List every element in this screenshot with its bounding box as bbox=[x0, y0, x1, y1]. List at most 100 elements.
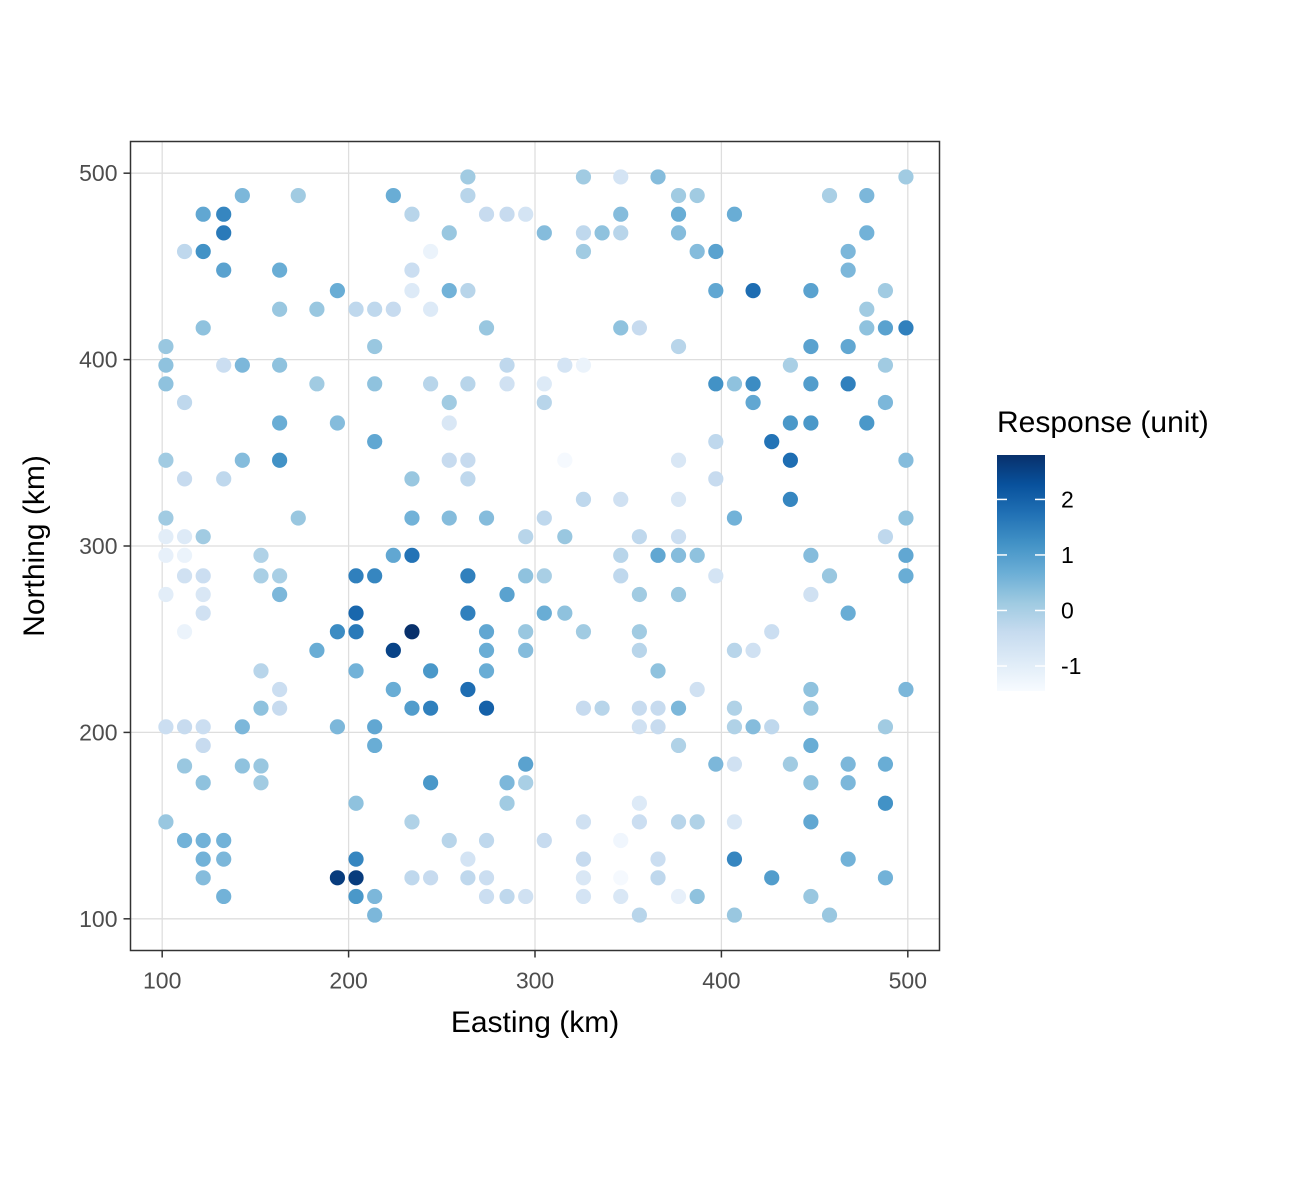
data-point bbox=[423, 870, 439, 886]
data-point bbox=[329, 624, 346, 640]
data-point bbox=[631, 320, 647, 336]
y-tick-label: 400 bbox=[79, 347, 117, 373]
data-point bbox=[460, 568, 476, 584]
data-point bbox=[158, 529, 174, 545]
data-point bbox=[348, 795, 364, 811]
data-point bbox=[272, 681, 288, 698]
data-point bbox=[726, 907, 743, 923]
data-point bbox=[216, 471, 232, 487]
data-point bbox=[726, 510, 743, 526]
data-point bbox=[348, 663, 364, 679]
data-point bbox=[195, 605, 211, 621]
data-point bbox=[782, 452, 798, 468]
data-point bbox=[764, 719, 780, 735]
data-point bbox=[460, 187, 476, 204]
data-point bbox=[176, 471, 193, 487]
data-point bbox=[877, 870, 894, 886]
data-point bbox=[176, 547, 193, 563]
data-point bbox=[877, 320, 894, 336]
data-point bbox=[158, 452, 174, 468]
data-point bbox=[708, 568, 724, 584]
data-point bbox=[650, 169, 666, 185]
data-point bbox=[745, 642, 761, 658]
legend-tick-label: 0 bbox=[1061, 597, 1074, 623]
data-point bbox=[670, 529, 687, 545]
data-point bbox=[216, 262, 232, 278]
data-point bbox=[536, 605, 552, 621]
data-point bbox=[385, 547, 401, 563]
data-point bbox=[803, 415, 819, 431]
data-point bbox=[613, 206, 629, 222]
data-point bbox=[216, 851, 232, 867]
data-point bbox=[726, 851, 743, 867]
data-point bbox=[460, 851, 476, 867]
data-point bbox=[404, 283, 420, 299]
data-point bbox=[840, 338, 856, 355]
data-point bbox=[859, 415, 875, 431]
grid-lines bbox=[130, 141, 940, 951]
data-point bbox=[234, 357, 250, 373]
data-point bbox=[329, 719, 346, 735]
data-point bbox=[460, 471, 476, 487]
x-tick-label: 100 bbox=[143, 968, 181, 994]
data-point bbox=[840, 243, 856, 260]
data-point bbox=[650, 663, 666, 679]
data-point bbox=[670, 187, 687, 204]
data-point bbox=[726, 700, 743, 716]
data-point bbox=[272, 262, 288, 278]
data-point bbox=[575, 357, 592, 373]
data-point bbox=[499, 888, 515, 905]
data-point bbox=[898, 169, 914, 185]
data-point bbox=[594, 225, 610, 241]
data-point bbox=[478, 320, 495, 336]
data-point bbox=[367, 907, 383, 923]
data-point bbox=[631, 529, 647, 545]
data-point bbox=[478, 700, 495, 716]
data-point bbox=[536, 832, 552, 849]
data-point bbox=[821, 187, 838, 204]
data-point bbox=[840, 376, 856, 392]
data-point bbox=[195, 832, 211, 849]
x-tick-label: 200 bbox=[329, 968, 367, 994]
data-point bbox=[575, 888, 592, 905]
data-point bbox=[272, 301, 288, 317]
data-point bbox=[367, 568, 383, 584]
data-point bbox=[898, 320, 914, 336]
data-point bbox=[670, 491, 687, 507]
data-point bbox=[404, 624, 420, 640]
data-point bbox=[803, 737, 819, 754]
data-point bbox=[423, 663, 439, 679]
data-point bbox=[272, 452, 288, 468]
data-point bbox=[423, 775, 439, 791]
data-point bbox=[385, 187, 401, 204]
data-point bbox=[348, 851, 364, 867]
data-point bbox=[898, 547, 914, 563]
data-point bbox=[348, 888, 364, 905]
data-point bbox=[631, 586, 647, 603]
legend-colorbar bbox=[997, 455, 1045, 691]
data-point bbox=[499, 376, 515, 392]
data-point bbox=[404, 471, 420, 487]
data-point bbox=[367, 301, 383, 317]
data-point bbox=[613, 832, 629, 849]
data-point bbox=[898, 681, 914, 698]
data-point bbox=[478, 510, 495, 526]
data-point bbox=[745, 376, 761, 392]
data-point bbox=[460, 169, 476, 185]
data-point bbox=[726, 756, 743, 772]
data-point bbox=[253, 700, 269, 716]
data-point bbox=[367, 434, 383, 450]
data-point bbox=[518, 529, 534, 545]
data-point bbox=[575, 491, 592, 507]
y-tick-label: 300 bbox=[79, 533, 117, 559]
data-point bbox=[898, 568, 914, 584]
data-point bbox=[840, 756, 856, 772]
data-point bbox=[499, 586, 515, 603]
data-point bbox=[613, 568, 629, 584]
data-point bbox=[650, 700, 666, 716]
data-point bbox=[877, 283, 894, 299]
data-point bbox=[329, 870, 346, 886]
data-point bbox=[631, 700, 647, 716]
data-point bbox=[460, 376, 476, 392]
